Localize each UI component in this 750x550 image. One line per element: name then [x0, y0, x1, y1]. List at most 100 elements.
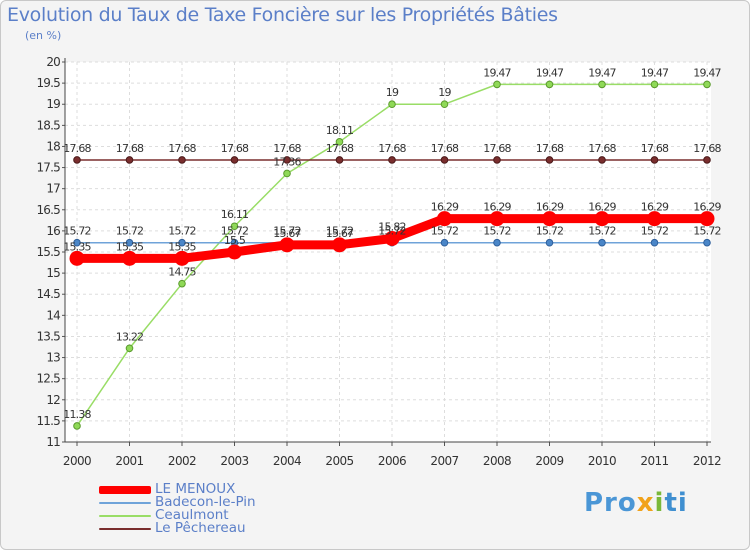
x-tick-label: 2001 [115, 454, 143, 468]
data-label-badecon-le-pin: 15.72 [168, 225, 196, 238]
legend-swatch-le-pechereau [99, 528, 151, 530]
data-label-le-menoux: 15.67 [326, 227, 354, 240]
y-tick-label: 20 [46, 55, 60, 69]
data-label-le-menoux: 15.67 [273, 227, 301, 240]
data-label-ceaulmont: 16.11 [221, 208, 249, 221]
legend-label-ceaulmont: Ceaulmont [155, 507, 229, 523]
data-label-le-pechereau: 17.68 [431, 142, 459, 155]
data-label-le-pechereau: 17.68 [641, 142, 669, 155]
y-tick-label: 18.5 [36, 118, 60, 132]
data-label-badecon-le-pin: 15.72 [693, 225, 721, 238]
data-label-ceaulmont: 18.11 [326, 124, 354, 137]
x-tick-label: 2008 [483, 454, 511, 468]
data-label-le-menoux: 15.35 [168, 240, 196, 253]
data-label-le-menoux: 16.29 [536, 201, 564, 214]
data-label-badecon-le-pin: 15.72 [536, 225, 564, 238]
data-label-badecon-le-pin: 15.72 [221, 225, 249, 238]
data-label-le-pechereau: 17.68 [168, 142, 196, 155]
data-label-badecon-le-pin: 15.72 [431, 225, 459, 238]
data-label-ceaulmont: 19.47 [483, 66, 511, 79]
data-point-le-pechereau [545, 156, 554, 164]
data-point-ceaulmont [335, 138, 344, 146]
data-point-le-menoux [489, 211, 505, 227]
x-tick-label: 2005 [325, 454, 353, 468]
y-tick-label: 17.5 [36, 161, 60, 175]
data-point-ceaulmont [650, 80, 659, 89]
data-point-le-menoux [384, 230, 400, 246]
data-label-ceaulmont: 19 [438, 86, 451, 99]
y-tick-label: 15 [46, 266, 60, 280]
data-point-badecon-le-pin [598, 238, 606, 247]
x-tick-label: 2012 [693, 454, 721, 468]
data-label-le-pechereau: 17.68 [116, 142, 144, 155]
data-point-badecon-le-pin [440, 238, 449, 247]
plot-area [65, 62, 711, 442]
data-label-le-menoux: 16.29 [431, 201, 459, 214]
data-point-le-menoux [122, 250, 137, 266]
data-label-le-menoux: 15.35 [63, 240, 91, 253]
data-point-le-pechereau [703, 156, 711, 164]
y-tick-label: 19 [46, 97, 60, 111]
data-label-ceaulmont: 11.38 [63, 408, 91, 421]
data-point-le-pechereau [230, 156, 239, 164]
data-point-le-pechereau [388, 156, 396, 164]
x-tick-label: 2000 [63, 454, 91, 468]
data-point-badecon-le-pin [650, 238, 659, 247]
data-label-le-pechereau: 17.68 [536, 142, 564, 155]
data-point-ceaulmont [283, 169, 291, 178]
data-point-ceaulmont [598, 80, 606, 89]
data-point-badecon-le-pin [545, 238, 554, 247]
data-label-ceaulmont: 19.47 [693, 66, 721, 79]
data-point-le-pechereau [335, 156, 344, 164]
data-point-le-pechereau [283, 156, 291, 164]
y-tick-label: 14 [46, 308, 60, 322]
data-point-le-menoux [174, 250, 190, 266]
data-label-ceaulmont: 13.22 [116, 330, 144, 343]
data-label-badecon-le-pin: 15.72 [326, 225, 354, 238]
proxiti-logo: Proxiti [584, 488, 688, 518]
data-point-badecon-le-pin [125, 238, 134, 247]
data-point-ceaulmont [178, 279, 186, 288]
x-tick-label: 2004 [273, 454, 301, 468]
y-tick-label: 13 [46, 351, 60, 365]
data-point-le-pechereau [440, 156, 449, 164]
data-point-ceaulmont [493, 80, 501, 89]
data-point-le-menoux [699, 211, 715, 227]
y-tick-label: 17 [46, 182, 60, 196]
data-label-ceaulmont: 17.36 [273, 155, 301, 168]
data-point-le-menoux [542, 211, 557, 227]
data-label-ceaulmont: 14.75 [168, 266, 196, 279]
data-label-le-menoux: 15.5 [224, 234, 246, 247]
data-label-badecon-le-pin: 15.72 [588, 225, 616, 238]
legend-label-badecon-le-pin: Badecon-le-Pin [155, 494, 256, 510]
data-label-le-pechereau: 17.68 [483, 142, 511, 155]
data-label-ceaulmont: 19.47 [641, 66, 669, 79]
y-tick-label: 11 [46, 435, 60, 449]
data-point-ceaulmont [388, 100, 396, 109]
data-point-le-menoux [227, 244, 242, 260]
data-point-badecon-le-pin [178, 238, 186, 247]
data-label-le-menoux: 15.82 [378, 220, 406, 233]
data-label-le-pechereau: 17.68 [273, 142, 301, 155]
x-tick-label: 2006 [378, 454, 406, 468]
y-tick-label: 11.5 [36, 414, 60, 428]
data-label-ceaulmont: 19.47 [536, 66, 564, 79]
data-label-ceaulmont: 19 [386, 86, 399, 99]
data-point-le-menoux [437, 211, 452, 227]
data-point-le-menoux [69, 250, 85, 266]
legend-label-le-menoux: LE MENOUX [155, 481, 236, 497]
data-point-le-pechereau [178, 156, 186, 164]
data-label-badecon-le-pin: 15.72 [483, 225, 511, 238]
data-point-ceaulmont [545, 80, 554, 89]
data-point-le-menoux [332, 237, 347, 253]
data-point-le-pechereau [73, 156, 81, 164]
legend-swatch-le-menoux [99, 486, 151, 494]
y-tick-label: 19.5 [36, 76, 60, 90]
data-label-le-pechereau: 17.68 [378, 142, 406, 155]
data-point-le-pechereau [493, 156, 501, 164]
chart-subtitle: (en %) [25, 29, 62, 42]
x-tick-label: 2007 [430, 454, 458, 468]
data-label-ceaulmont: 19.47 [588, 66, 616, 79]
data-label-le-pechereau: 17.68 [693, 142, 721, 155]
y-tick-label: 12.5 [36, 372, 60, 386]
